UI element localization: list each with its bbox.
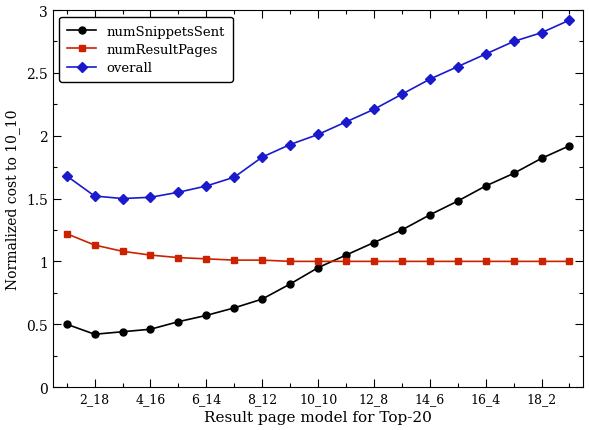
numSnippetsSent (538, 157, 545, 162)
overall (315, 132, 322, 138)
overall (510, 40, 517, 45)
X-axis label: Result page model for Top-20: Result page model for Top-20 (204, 411, 432, 424)
overall (175, 190, 182, 195)
numResultPages (342, 259, 349, 264)
overall (231, 175, 238, 180)
overall (370, 108, 378, 113)
numResultPages (538, 259, 545, 264)
numResultPages (426, 259, 434, 264)
numSnippetsSent (315, 265, 322, 270)
overall (454, 65, 461, 70)
Line: numResultPages: numResultPages (63, 231, 573, 265)
numResultPages (91, 243, 98, 248)
numSnippetsSent (566, 144, 573, 149)
numSnippetsSent (482, 184, 489, 189)
Legend: numSnippetsSent, numResultPages, overall: numSnippetsSent, numResultPages, overall (59, 18, 233, 83)
Line: overall: overall (63, 18, 573, 203)
overall (538, 31, 545, 36)
numResultPages (231, 258, 238, 263)
numResultPages (370, 259, 378, 264)
overall (287, 143, 294, 148)
numSnippetsSent (510, 172, 517, 177)
numResultPages (119, 249, 126, 254)
numSnippetsSent (63, 322, 70, 327)
numSnippetsSent (342, 253, 349, 258)
numSnippetsSent (454, 199, 461, 204)
numSnippetsSent (119, 329, 126, 335)
numSnippetsSent (370, 240, 378, 246)
numResultPages (175, 255, 182, 261)
numResultPages (566, 259, 573, 264)
overall (566, 18, 573, 24)
overall (203, 184, 210, 189)
numSnippetsSent (231, 306, 238, 311)
numResultPages (315, 259, 322, 264)
numSnippetsSent (426, 213, 434, 218)
overall (119, 197, 126, 202)
overall (398, 92, 405, 98)
numSnippetsSent (147, 327, 154, 332)
numResultPages (398, 259, 405, 264)
numResultPages (454, 259, 461, 264)
overall (342, 120, 349, 125)
numSnippetsSent (175, 319, 182, 325)
numSnippetsSent (259, 297, 266, 302)
overall (91, 194, 98, 199)
Line: numSnippetsSent: numSnippetsSent (63, 143, 573, 338)
numResultPages (147, 253, 154, 258)
numSnippetsSent (398, 228, 405, 233)
overall (482, 52, 489, 58)
numResultPages (482, 259, 489, 264)
overall (147, 195, 154, 200)
overall (259, 155, 266, 160)
numSnippetsSent (91, 332, 98, 337)
numSnippetsSent (287, 282, 294, 287)
numResultPages (510, 259, 517, 264)
numResultPages (203, 257, 210, 262)
numSnippetsSent (203, 313, 210, 318)
numResultPages (63, 232, 70, 237)
numResultPages (259, 258, 266, 263)
overall (63, 174, 70, 179)
Y-axis label: Normalized cost to 10_10: Normalized cost to 10_10 (5, 109, 21, 289)
overall (426, 77, 434, 83)
numResultPages (287, 259, 294, 264)
